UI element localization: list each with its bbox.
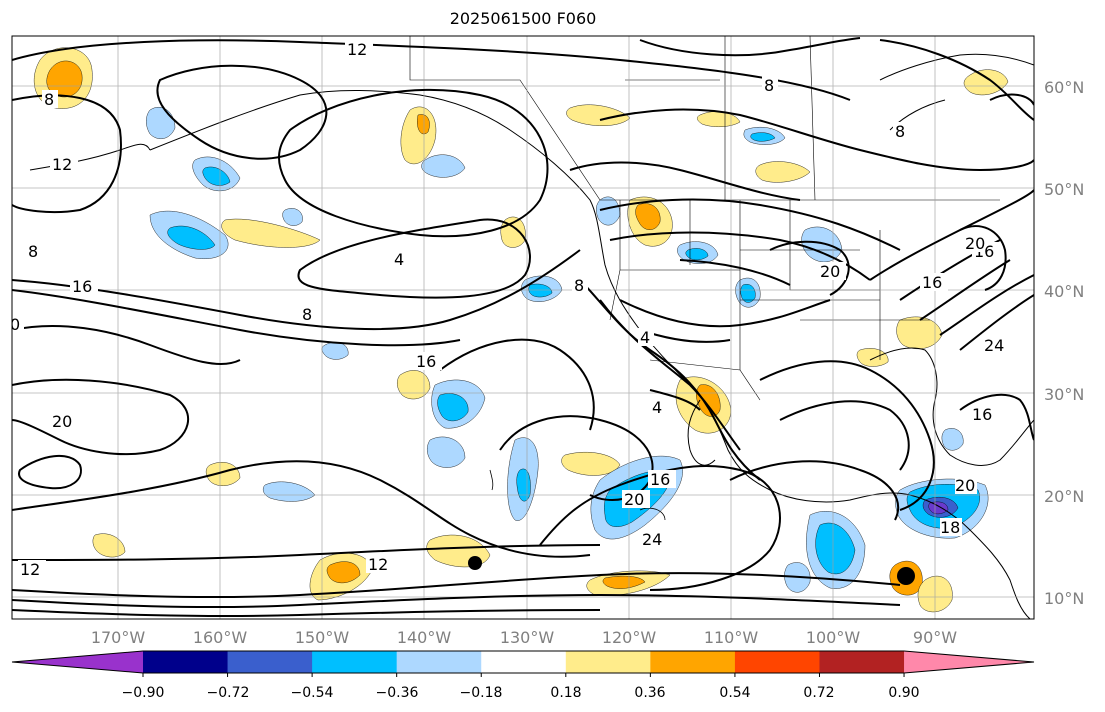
colorbar-segment [650,651,736,673]
contour-label: 20 [820,262,840,281]
lon-label: 90°W [913,628,957,647]
lat-label: 30°N [1044,385,1084,404]
contour-label: 8 [44,90,54,109]
contour-label: 24 [642,530,662,549]
contour-label: 16 [416,352,436,371]
colorbar-tick-label: 0.18 [550,685,581,701]
contour-lines [12,37,1034,618]
contour-label: 12 [368,555,388,574]
contour-label-group: 12 8 12 8 8 8 4 16 8 0 16 20 8 [10,40,1010,579]
marker-dot-small [468,556,482,570]
colorbar-tick-label: −0.90 [122,685,165,701]
colorbar-segment [481,651,567,673]
map-title: 2025061500 F060 [449,9,597,28]
colorbar-tick-label: −0.36 [376,685,419,701]
colorbar [11,650,1035,677]
contour-label: 4 [394,250,404,269]
contour-label: 8 [895,122,905,141]
contour-label: 12 [52,155,72,174]
colorbar-extend-max [904,651,1034,673]
colorbar-tick-label: 0.54 [719,685,750,701]
lat-label: 60°N [1044,78,1084,97]
contour-label: 20 [624,490,644,509]
contour-label: 8 [574,276,584,295]
contour-label: 4 [640,328,650,347]
contour-label: 8 [28,242,38,261]
colorbar-tick-label: −0.54 [291,685,334,701]
lon-label: 130°W [500,628,555,647]
thin-contours [489,469,666,521]
colorbar-segment [819,651,905,673]
contour-label: 12 [347,40,367,59]
colorbar-segment [565,651,651,673]
contour-label: 20 [955,476,975,495]
contour-label: 8 [764,76,774,95]
colorbar-segment [312,651,398,673]
contour-label: 24 [984,336,1004,355]
marker-dot [897,567,915,585]
lat-label: 40°N [1044,282,1084,301]
contour-label: 16 [972,405,992,424]
longitude-axis: 170°W 160°W 150°W 140°W 130°W 120°W 110°… [91,628,957,647]
lon-label: 160°W [193,628,248,647]
lat-label: 50°N [1044,180,1084,199]
colorbar-segment [143,651,229,673]
colorbar-extend-min [12,651,143,673]
colorbar-tick-label: −0.72 [207,685,250,701]
lon-label: 140°W [397,628,452,647]
plot-frame [11,35,1035,620]
contour-label: 20 [965,234,985,253]
lon-label: 110°W [704,628,759,647]
contour-label: 20 [52,412,72,431]
lon-label: 170°W [91,628,146,647]
contour-label: 16 [650,470,670,489]
colorbar-ticks: −0.90 −0.72 −0.54 −0.36 −0.18 0.18 0.36 … [122,685,920,701]
lon-label: 100°W [806,628,861,647]
contour-label: 16 [72,277,92,296]
colorbar-tick-label: 0.72 [803,685,834,701]
colorbar-segment [396,651,482,673]
colorbar-tick-label: 0.36 [634,685,665,701]
colorbar-segment [227,651,313,673]
contour-label: 4 [652,398,662,417]
colorbar-tick-label: 0.90 [888,685,919,701]
lat-label: 20°N [1044,487,1084,506]
contour-label: 12 [20,560,40,579]
contour-label: 8 [302,305,312,324]
colorbar-tick-label: −0.18 [460,685,503,701]
contour-label: 16 [922,273,942,292]
lat-label: 10°N [1044,589,1084,608]
lon-label: 120°W [602,628,657,647]
colorbar-segment [734,651,820,673]
contour-label: 0 [10,315,20,334]
map-plot-area: 12 8 12 8 8 8 4 16 8 0 16 20 8 [10,36,1034,619]
latitude-axis: 60°N 50°N 40°N 30°N 20°N 10°N [1044,78,1084,608]
lon-label: 150°W [295,628,350,647]
contour-label: 18 [940,518,960,537]
